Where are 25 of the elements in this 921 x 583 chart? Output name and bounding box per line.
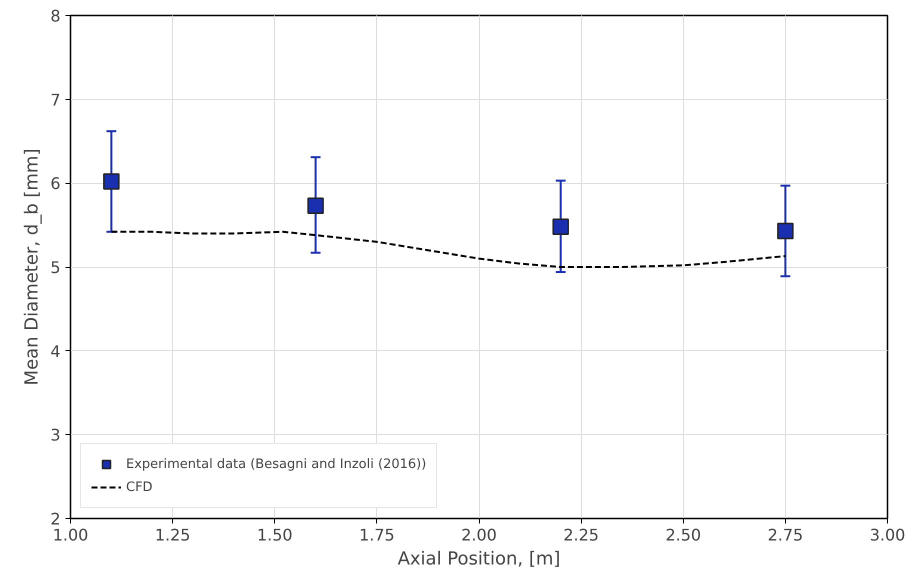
- x-axis-title: Axial Position, [m]: [398, 548, 560, 570]
- y-tick-label: 3: [50, 426, 61, 445]
- y-tick-label: 2: [50, 510, 61, 528]
- x-tick-label: 1.00: [52, 526, 88, 544]
- y-tick-label: 8: [50, 6, 61, 26]
- x-tick-label: 1.75: [359, 526, 395, 544]
- x-tick-label: 2.50: [665, 526, 702, 544]
- point: [552, 218, 569, 236]
- y-axis-title: Mean Diameter, d_b [mm]: [21, 148, 42, 386]
- point: [307, 198, 324, 214]
- x-tick-label: 2.25: [563, 526, 599, 544]
- point: [777, 222, 794, 240]
- y-tick-label: 5: [50, 258, 61, 277]
- line-series: [110, 230, 786, 268]
- x-tick-label: 1.50: [256, 526, 293, 544]
- y-tick-label: 4: [50, 342, 61, 361]
- y-tick-label: 7: [50, 90, 61, 110]
- x-tick-label: 2.00: [461, 526, 497, 544]
- x-tick-label: 1.25: [154, 526, 190, 544]
- x-tick-label: 3.00: [870, 526, 906, 544]
- y-tick-label: 6: [50, 174, 61, 194]
- legend-label: Experimental data (Besagni and Inzoli (2016)): [126, 456, 426, 472]
- x-tick-label: 2.75: [768, 526, 804, 544]
- legend-label: CFD: [126, 480, 153, 494]
- point: [103, 173, 120, 190]
